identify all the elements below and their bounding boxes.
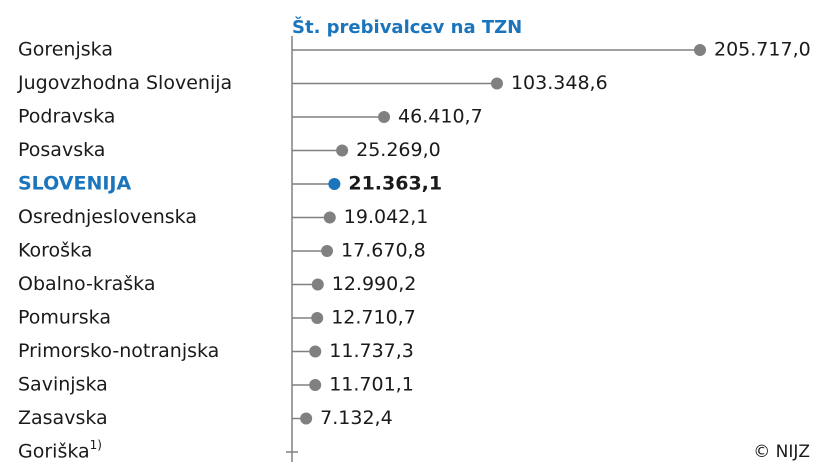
dot bbox=[311, 278, 324, 291]
chart-title: Št. prebivalcev na TZN bbox=[292, 16, 522, 38]
value-label: 21.363,1 bbox=[348, 173, 442, 195]
category-label: Primorsko-notranjska bbox=[18, 340, 219, 362]
category-label: Pomurska bbox=[18, 307, 111, 329]
value-label: 103.348,6 bbox=[511, 72, 608, 94]
dot bbox=[311, 312, 324, 324]
dot bbox=[378, 111, 391, 123]
value-label: 11.737,3 bbox=[329, 340, 414, 362]
category-label: Savinjska bbox=[18, 374, 108, 396]
category-label: Zasavska bbox=[18, 407, 108, 429]
dot bbox=[328, 178, 341, 190]
dot bbox=[694, 44, 707, 56]
value-label: 25.269,0 bbox=[356, 139, 441, 161]
value-label: 46.410,7 bbox=[398, 106, 483, 128]
value-label: 17.670,8 bbox=[341, 240, 426, 262]
category-label: Podravska bbox=[18, 106, 115, 128]
dot bbox=[300, 412, 313, 425]
category-label: Koroška bbox=[18, 240, 92, 262]
value-label: 19.042,1 bbox=[344, 206, 429, 228]
category-label: Gorenjska bbox=[18, 39, 113, 61]
value-label: 7.132,4 bbox=[320, 407, 393, 429]
dot bbox=[309, 345, 322, 358]
credit: © NIJZ bbox=[753, 442, 810, 462]
footnote-marker: 1) bbox=[90, 438, 102, 452]
category-label: Jugovzhodna Slovenija bbox=[17, 72, 232, 94]
value-label: 12.710,7 bbox=[331, 307, 416, 329]
value-label: 11.701,1 bbox=[329, 374, 414, 396]
category-label: SLOVENIJA bbox=[18, 173, 131, 195]
dot bbox=[323, 211, 336, 224]
value-label: 205.717,0 bbox=[714, 39, 811, 61]
dot bbox=[336, 144, 349, 157]
value-label: 12.990,2 bbox=[332, 273, 417, 295]
dot bbox=[309, 379, 322, 391]
category-label: Obalno-kraška bbox=[18, 273, 155, 295]
category-label: Osrednjeslovenska bbox=[18, 206, 197, 228]
category-label: Goriška1) bbox=[18, 438, 102, 462]
dot bbox=[321, 245, 334, 257]
category-label: Posavska bbox=[18, 139, 105, 161]
dot bbox=[490, 77, 503, 90]
